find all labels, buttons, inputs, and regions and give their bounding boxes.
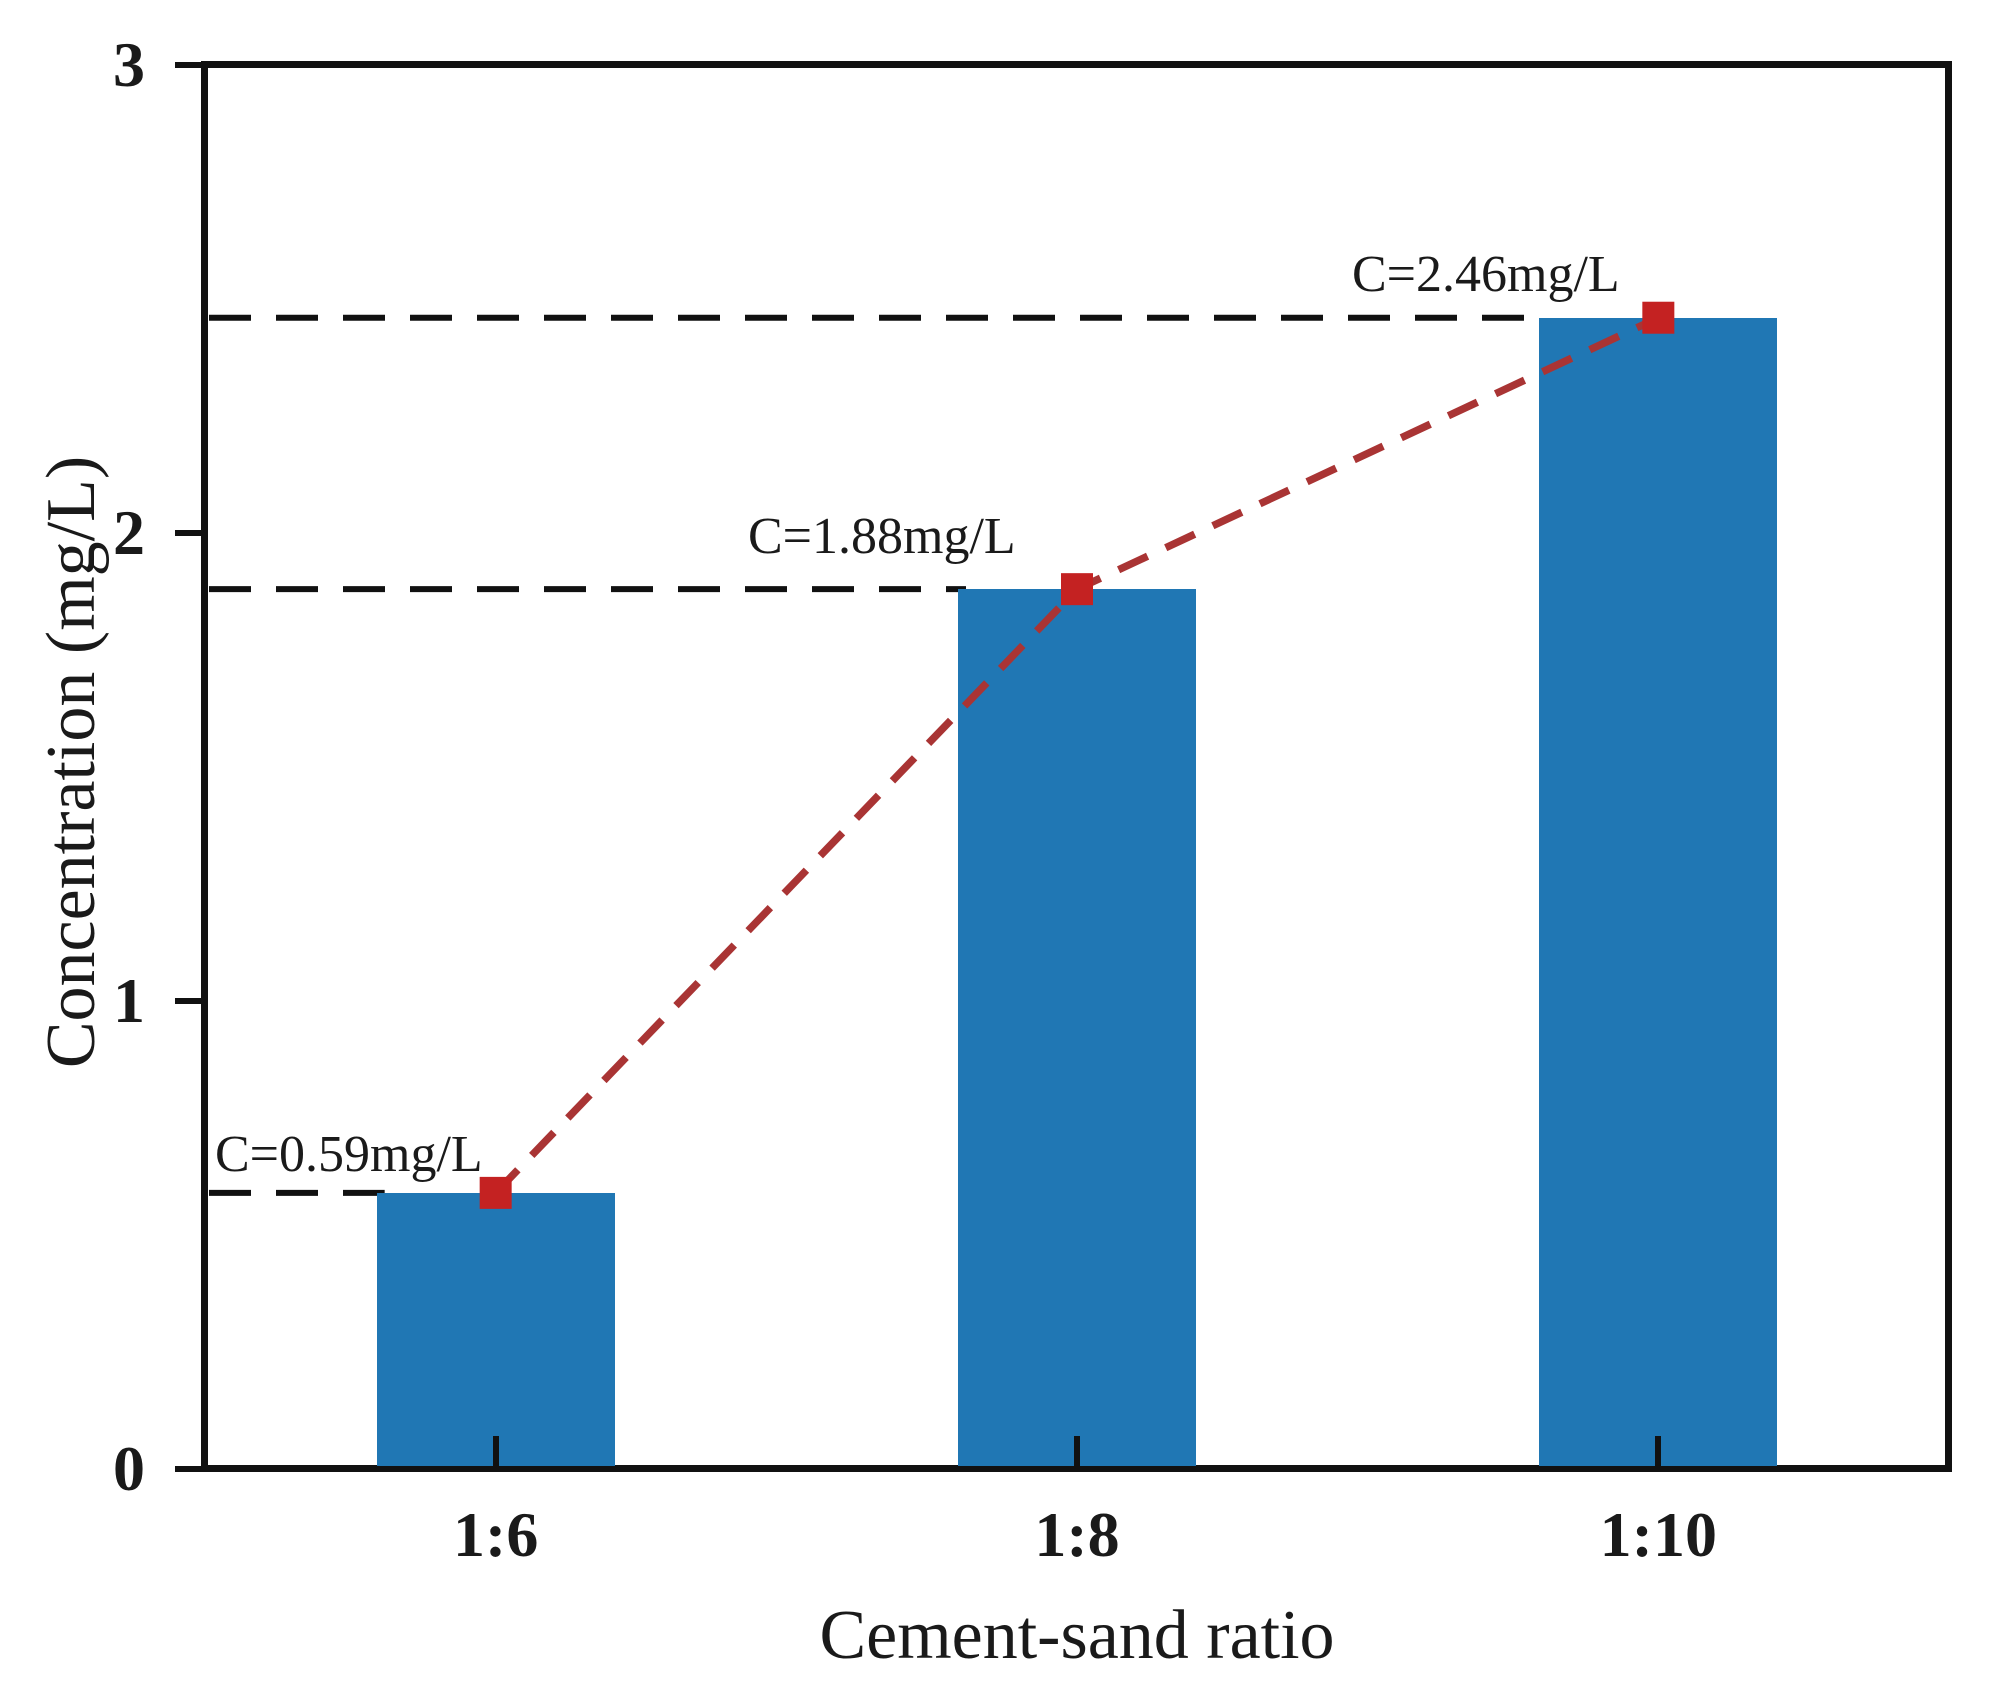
y-tick-label: 0: [113, 1433, 145, 1504]
y-tick-mark: [175, 62, 202, 68]
x-tick-label: 1:6: [453, 1499, 539, 1570]
bar: [958, 589, 1196, 1466]
bar: [376, 1192, 615, 1466]
y-tick-label: 3: [113, 29, 145, 100]
y-tick-mark: [175, 998, 202, 1004]
x-tick-label: 1:8: [1034, 1499, 1120, 1570]
y-tick-label: 1: [113, 965, 145, 1036]
x-tick-mark: [492, 1436, 499, 1466]
x-tick-mark: [1074, 1436, 1080, 1466]
value-annotation: C=0.59mg/L: [215, 1126, 483, 1183]
y-tick-mark: [175, 530, 202, 536]
y-tick-mark: [175, 1466, 202, 1472]
plot-border: [201, 61, 1952, 1472]
x-tick-label: 1:10: [1599, 1499, 1717, 1570]
bar: [1539, 317, 1778, 1466]
y-tick-label: 2: [113, 497, 145, 568]
x-axis-title: Cement-sand ratio: [819, 1597, 1335, 1674]
value-annotation: C=2.46mg/L: [1352, 246, 1620, 303]
x-tick-mark: [1655, 1436, 1662, 1466]
value-annotation: C=1.88mg/L: [748, 508, 1016, 565]
